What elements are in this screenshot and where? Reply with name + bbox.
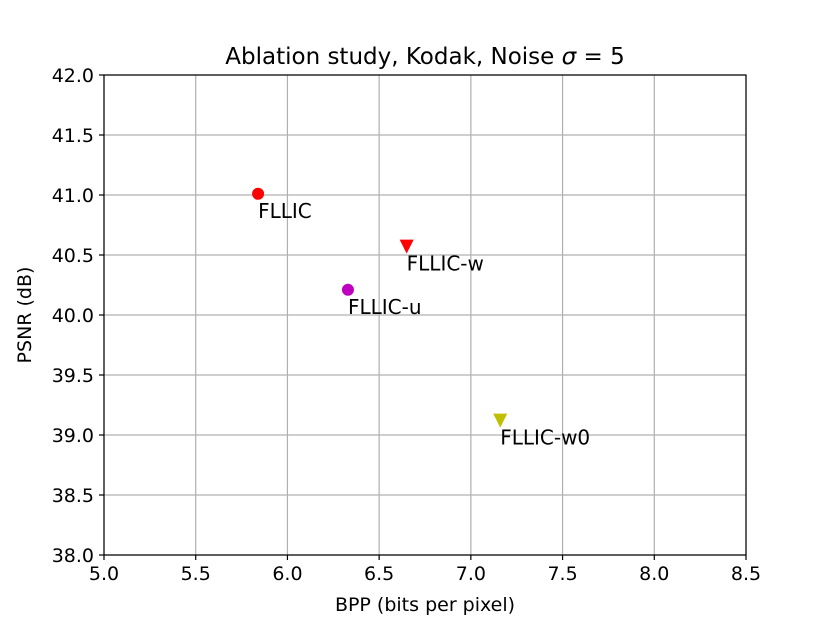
x-tick-label: 6.0 xyxy=(272,563,302,585)
axis-ticks: 5.0 5.5 6.0 6.5 7.0 7.5 8.0 8.5 38.0 38.5 39.0 39.5… xyxy=(52,65,761,585)
x-tick-label: 6.5 xyxy=(364,563,394,585)
chart-title-suffix: = 5 xyxy=(576,44,625,70)
data-points: FLLIC FLLIC-w FLLIC-u FLLIC-w0 xyxy=(252,187,590,450)
point-fllic-w0-marker xyxy=(493,413,508,428)
x-axis-label: BPP (bits per pixel) xyxy=(335,594,515,616)
point-fllic-label: FLLIC xyxy=(258,199,312,223)
chart-title-prefix: Ablation study, Kodak, Noise xyxy=(225,44,561,70)
y-tick-label: 38.5 xyxy=(52,485,94,507)
y-axis-label: PSNR (dB) xyxy=(14,267,36,364)
y-tick-label: 39.0 xyxy=(52,425,94,447)
y-tick-label: 38.0 xyxy=(52,545,94,567)
y-tick-label: 41.0 xyxy=(52,185,94,207)
grid-lines xyxy=(103,74,747,556)
y-tick-label: 39.5 xyxy=(52,365,94,387)
y-tick-label: 41.5 xyxy=(52,125,94,147)
point-fllic-w-label: FLLIC-w xyxy=(407,252,484,276)
point-fllic-u-label: FLLIC-u xyxy=(348,295,422,319)
y-tick-label: 40.5 xyxy=(52,245,94,267)
y-tick-label: 42.0 xyxy=(52,65,94,87)
x-tick-label: 8.5 xyxy=(731,563,761,585)
point-fllic-w-marker xyxy=(399,239,414,254)
point-fllic-marker xyxy=(252,187,265,200)
x-tick-label: 7.5 xyxy=(547,563,577,585)
x-tick-label: 8.0 xyxy=(639,563,669,585)
x-tick-label: 7.0 xyxy=(456,563,486,585)
point-fllic-u-marker xyxy=(341,283,354,296)
x-tick-label: 5.5 xyxy=(181,563,211,585)
chart-title: Ablation study, Kodak, Noise σ = 5 xyxy=(225,44,624,70)
x-tick-label: 5.0 xyxy=(89,563,119,585)
y-tick-label: 40.0 xyxy=(52,305,94,327)
chart-title-sigma: σ xyxy=(562,44,578,70)
point-fllic-w0-label: FLLIC-w0 xyxy=(500,426,590,450)
